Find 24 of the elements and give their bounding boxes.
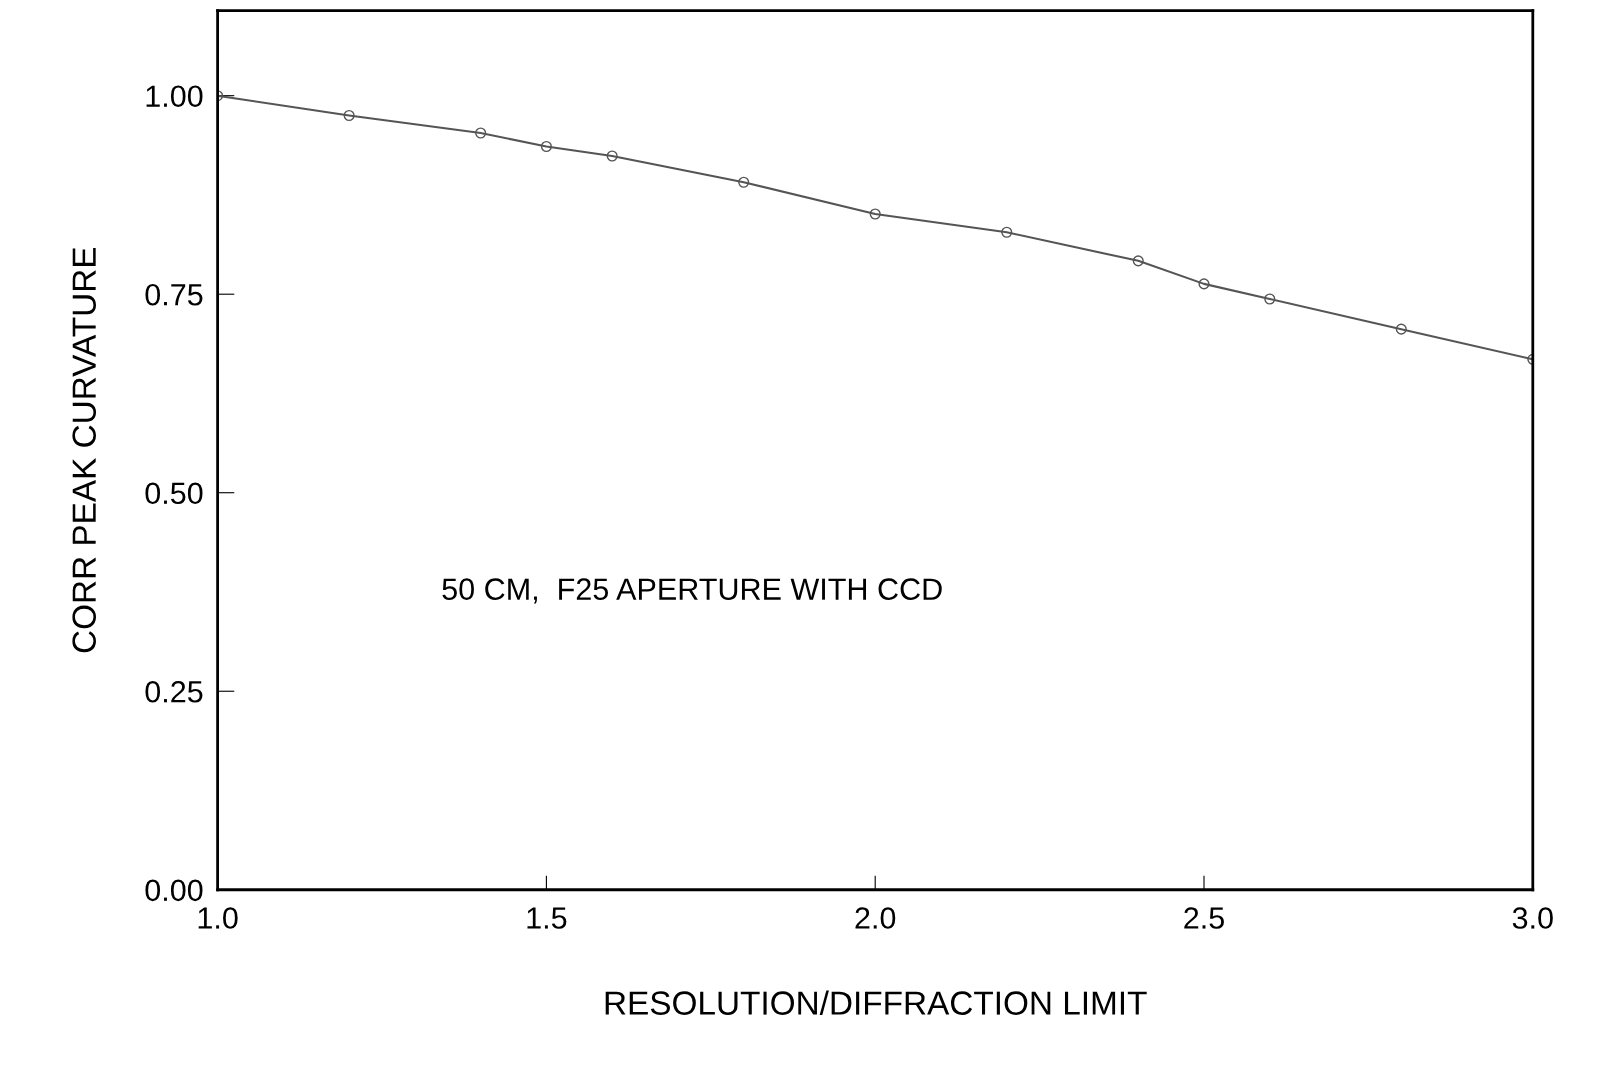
point xyxy=(475,127,487,139)
point xyxy=(869,208,881,220)
x-tick-label: 2.0 xyxy=(855,907,896,929)
annotation: 50 CM, F25 APERTURE WITH CCD xyxy=(442,578,942,604)
point xyxy=(1395,323,1407,335)
point xyxy=(738,176,750,188)
x-tick-label: 3.0 xyxy=(1512,907,1553,929)
x-axis-title: RESOLUTION/DIFFRACTION LIMIT xyxy=(605,990,1147,1015)
x-tick-label: 1.5 xyxy=(527,907,567,929)
point xyxy=(343,109,355,122)
point xyxy=(1264,293,1276,305)
y-axis-title: CORR PEAK CURVATURE xyxy=(72,247,96,653)
y-tick-label: 0.00 xyxy=(145,879,203,902)
point xyxy=(1001,226,1013,238)
point xyxy=(540,140,552,153)
y-tick-label: 1.00 xyxy=(146,85,203,108)
x-tick-label: 1.0 xyxy=(198,907,238,929)
x-tick-label: 2.5 xyxy=(1184,907,1224,929)
y-tick-label: 0.50 xyxy=(145,482,203,505)
y-tick-label: 0.75 xyxy=(145,283,203,306)
point xyxy=(606,150,618,162)
point xyxy=(1198,278,1210,290)
point xyxy=(1132,255,1144,267)
y-tick-label: 0.25 xyxy=(145,680,203,703)
